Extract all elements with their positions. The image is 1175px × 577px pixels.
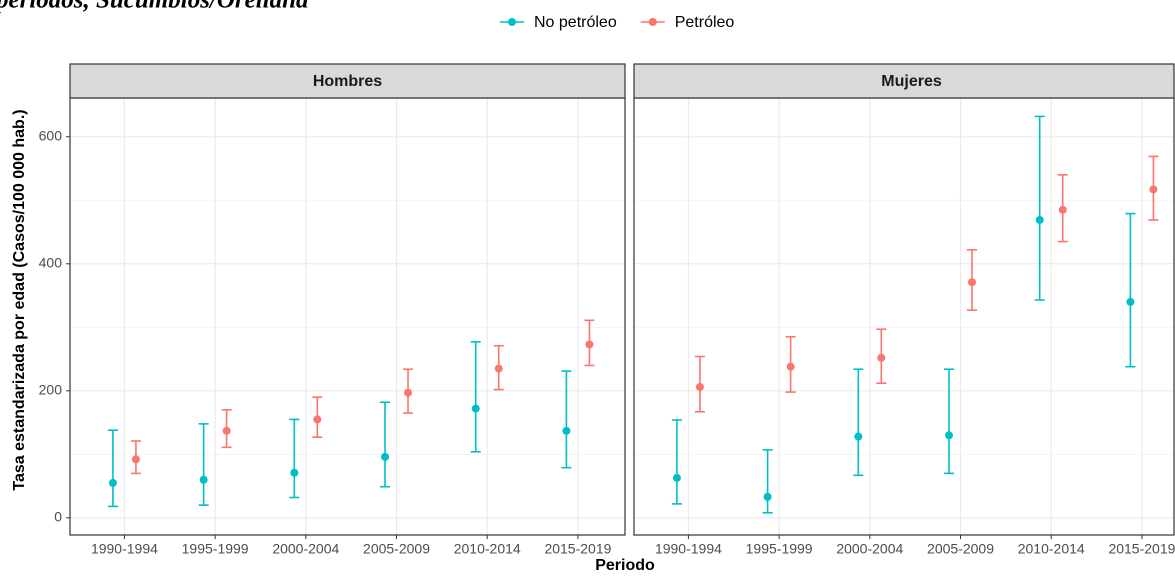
- point: [108, 478, 117, 487]
- legend-key-point: [648, 18, 657, 26]
- x-tick-label: 1995-1999: [182, 541, 249, 557]
- point: [585, 340, 594, 349]
- strip-label: Mujeres: [881, 73, 942, 90]
- point: [1035, 215, 1044, 224]
- point: [199, 475, 208, 484]
- x-tick-label: 2010-2014: [454, 541, 521, 557]
- point: [471, 404, 480, 413]
- point: [313, 415, 322, 424]
- point: [131, 455, 140, 464]
- point: [1149, 185, 1158, 194]
- x-axis-title: Periodo: [595, 557, 655, 574]
- point: [1126, 297, 1135, 306]
- x-tick-label: 1995-1999: [746, 541, 813, 557]
- panel-background: [70, 98, 625, 535]
- x-tick-label: 1990-1994: [91, 541, 158, 557]
- y-tick-label: 200: [39, 382, 63, 398]
- point: [381, 452, 390, 461]
- y-tick-label: 400: [39, 254, 63, 270]
- strip: [633, 63, 1175, 99]
- x-tick-label: 2000-2004: [836, 541, 903, 557]
- x-tick-label: 2015-2019: [1108, 541, 1175, 557]
- point: [945, 431, 954, 440]
- point: [854, 432, 863, 441]
- legend-label: No petróleo: [534, 14, 617, 31]
- point: [562, 426, 571, 435]
- point: [763, 492, 772, 501]
- x-tick-label: 2015-2019: [544, 541, 611, 557]
- point: [786, 362, 795, 371]
- point: [404, 388, 413, 397]
- x-tick-label: 1990-1994: [655, 541, 722, 557]
- x-tick-label: 2005-2009: [927, 541, 994, 557]
- x-tick-label: 2005-2009: [363, 541, 430, 557]
- panel-background: [634, 98, 1174, 535]
- y-tick-label: 0: [54, 509, 62, 525]
- strip-label: Hombres: [313, 73, 382, 90]
- strip: [69, 63, 626, 99]
- point: [877, 353, 886, 362]
- legend-key-point: [508, 18, 516, 26]
- point: [1058, 205, 1067, 214]
- x-tick-label: 2010-2014: [1018, 541, 1085, 557]
- point: [695, 383, 704, 392]
- point: [968, 278, 977, 287]
- chart-title: periodos, Sucumbíos/Orellana: [0, 0, 309, 14]
- y-tick-label: 600: [39, 127, 63, 143]
- x-tick-label: 2000-2004: [272, 541, 339, 557]
- point: [672, 473, 681, 482]
- point: [222, 426, 231, 435]
- point: [494, 364, 503, 373]
- point: [290, 468, 299, 477]
- legend-label: Petróleo: [675, 14, 735, 31]
- y-axis-title: Tasa estandarizada por edad (Casos/100 0…: [11, 109, 28, 490]
